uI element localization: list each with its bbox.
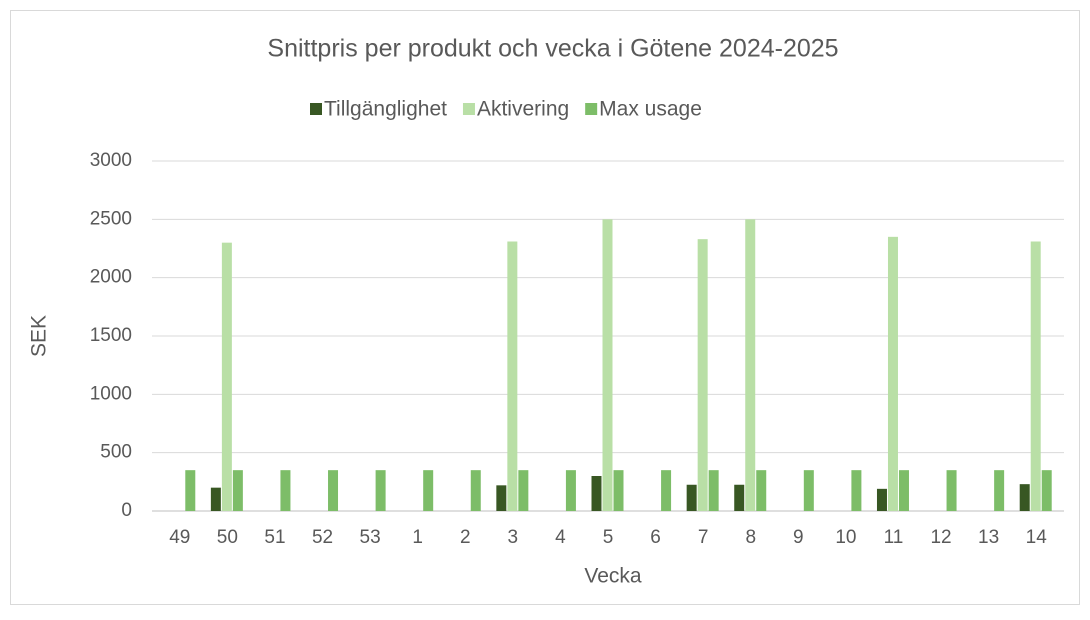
bar xyxy=(876,488,887,511)
bar xyxy=(803,470,814,511)
bar xyxy=(496,485,507,511)
bar xyxy=(613,470,624,511)
x-tick-label: 4 xyxy=(555,527,566,548)
bar xyxy=(745,219,756,512)
bar xyxy=(280,470,291,511)
x-tick-label: 2 xyxy=(460,527,471,548)
bar xyxy=(851,470,862,511)
y-axis-label: SEK xyxy=(28,315,51,357)
legend-swatch xyxy=(462,103,475,115)
bar xyxy=(686,484,697,511)
bar xyxy=(946,470,957,511)
x-tick-label: 12 xyxy=(930,527,951,548)
chart-title: Snittpris per produkt och vecka i Götene… xyxy=(267,35,838,63)
bar xyxy=(328,470,339,511)
x-tick-label: 13 xyxy=(978,527,999,548)
bar xyxy=(221,242,232,511)
x-tick-label: 53 xyxy=(360,527,381,548)
x-tick-label: 52 xyxy=(312,527,333,548)
y-tick-label: 3000 xyxy=(90,150,132,171)
bar xyxy=(708,470,719,511)
bar xyxy=(470,470,481,511)
x-tick-label: 10 xyxy=(835,527,856,548)
bar xyxy=(734,484,745,511)
legend-label: Tillgänglighet xyxy=(324,98,447,121)
legend-label: Aktivering xyxy=(477,98,569,121)
legend-swatch xyxy=(585,103,598,115)
bar xyxy=(887,236,898,512)
y-tick-label: 0 xyxy=(121,500,132,521)
bar xyxy=(602,219,613,512)
bar xyxy=(1030,241,1041,511)
y-tick-label: 1500 xyxy=(90,325,132,346)
bar xyxy=(375,470,386,511)
x-tick-label: 6 xyxy=(650,527,661,548)
bar xyxy=(507,241,518,511)
bar xyxy=(232,470,243,511)
bar xyxy=(518,470,529,511)
x-tick-label: 50 xyxy=(217,527,238,548)
legend-label: Max usage xyxy=(599,98,702,121)
bar xyxy=(565,470,576,511)
y-tick-label: 2000 xyxy=(90,267,132,288)
x-tick-label: 5 xyxy=(603,527,614,548)
legend-swatch xyxy=(310,103,322,115)
y-tick-label: 500 xyxy=(100,442,132,463)
bar xyxy=(756,470,767,511)
bar xyxy=(185,470,196,511)
x-tick-label: 51 xyxy=(264,527,285,548)
bar xyxy=(697,239,708,511)
x-tick-label: 9 xyxy=(793,527,804,548)
x-axis-label: Vecka xyxy=(584,565,642,588)
bar xyxy=(994,470,1005,511)
y-tick-label: 2500 xyxy=(90,208,132,229)
bar xyxy=(1041,470,1052,511)
x-tick-label: 11 xyxy=(884,527,904,548)
bar xyxy=(591,476,602,511)
x-tick-label: 14 xyxy=(1026,527,1048,548)
bar xyxy=(210,487,221,511)
x-tick-label: 49 xyxy=(169,527,190,548)
bar xyxy=(423,470,434,511)
bar xyxy=(898,470,909,511)
x-tick-label: 3 xyxy=(508,527,519,548)
bar xyxy=(661,470,672,511)
bar xyxy=(1019,484,1030,511)
y-tick-label: 1000 xyxy=(90,383,132,404)
x-tick-label: 8 xyxy=(745,527,756,548)
x-tick-label: 1 xyxy=(412,527,423,548)
x-tick-label: 7 xyxy=(698,527,709,548)
